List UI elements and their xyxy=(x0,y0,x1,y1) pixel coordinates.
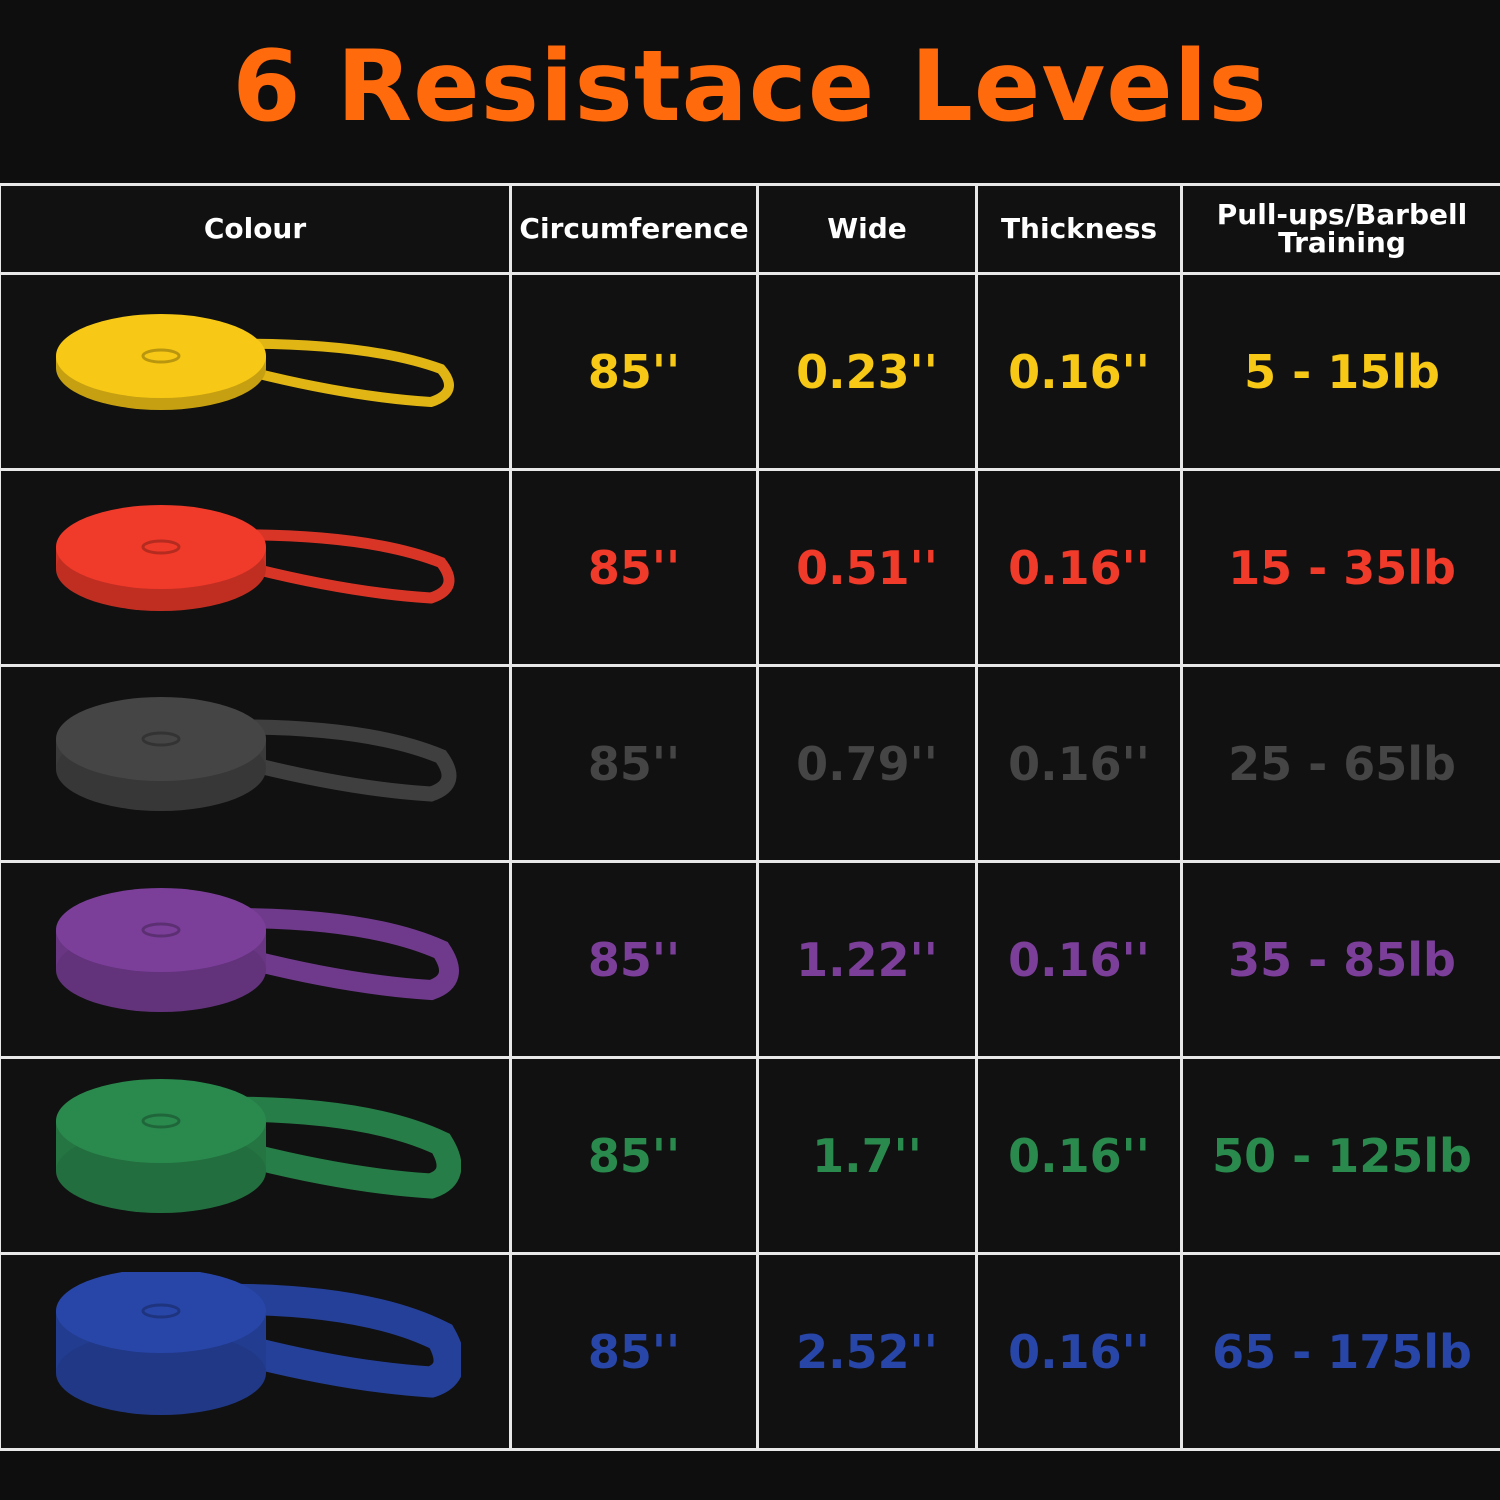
wide-value: 0.79'' xyxy=(756,664,978,863)
band-image-cell xyxy=(0,860,512,1059)
circumference-value: 85'' xyxy=(509,272,759,471)
page-title: 6 Resistace Levels xyxy=(232,30,1268,144)
purple-band-image xyxy=(56,887,459,1012)
resistance-value: 50 - 125lb xyxy=(1180,1056,1500,1255)
wide-value: 1.7'' xyxy=(756,1056,978,1255)
wide-value: 0.51'' xyxy=(756,468,978,667)
green-band-image xyxy=(56,1078,461,1213)
circumference-value: 85'' xyxy=(509,860,759,1059)
circumference-value: 85'' xyxy=(509,1252,759,1451)
resistance-value: 35 - 85lb xyxy=(1180,860,1500,1059)
black-band-image xyxy=(56,696,457,811)
thickness-value: 0.16'' xyxy=(975,1056,1183,1255)
table-row: 85'' 1.22'' 0.16'' 35 - 85lb xyxy=(0,860,1500,1059)
thickness-value: 0.16'' xyxy=(975,272,1183,471)
band-image-cell xyxy=(0,664,512,863)
wide-value: 0.23'' xyxy=(756,272,978,471)
header-resistance: Pull-ups/Barbell Training xyxy=(1180,183,1500,275)
table-row: 85'' 0.51'' 0.16'' 15 - 35lb xyxy=(0,468,1500,667)
resistance-value: 5 - 15lb xyxy=(1180,272,1500,471)
circumference-value: 85'' xyxy=(509,1056,759,1255)
thickness-value: 0.16'' xyxy=(975,860,1183,1059)
thickness-value: 0.16'' xyxy=(975,1252,1183,1451)
header-wide: Wide xyxy=(756,183,978,275)
header-row: Colour Circumference Wide Thickness Pull… xyxy=(0,183,1500,275)
resistance-table: Colour Circumference Wide Thickness Pull… xyxy=(0,183,1500,1451)
band-image-cell xyxy=(0,468,512,667)
resistance-value: 65 - 175lb xyxy=(1180,1252,1500,1451)
circumference-value: 85'' xyxy=(509,664,759,863)
resistance-value: 15 - 35lb xyxy=(1180,468,1500,667)
thickness-value: 0.16'' xyxy=(975,664,1183,863)
wide-value: 1.22'' xyxy=(756,860,978,1059)
yellow-band-image xyxy=(56,313,454,410)
band-image-cell xyxy=(0,272,512,471)
band-image-cell xyxy=(0,1056,512,1255)
table-row: 85'' 2.52'' 0.16'' 65 - 175lb xyxy=(0,1252,1500,1451)
table-row: 85'' 0.79'' 0.16'' 25 - 65lb xyxy=(0,664,1500,863)
resistance-value: 25 - 65lb xyxy=(1180,664,1500,863)
blue-band-image xyxy=(56,1271,461,1415)
table-row: 85'' 0.23'' 0.16'' 5 - 15lb xyxy=(0,272,1500,471)
header-thickness: Thickness xyxy=(975,183,1183,275)
header-circumference: Circumference xyxy=(509,183,759,275)
wide-value: 2.52'' xyxy=(756,1252,978,1451)
header-colour: Colour xyxy=(0,183,512,275)
circumference-value: 85'' xyxy=(509,468,759,667)
table-row: 85'' 1.7'' 0.16'' 50 - 125lb xyxy=(0,1056,1500,1255)
band-image-cell xyxy=(0,1252,512,1451)
red-band-image xyxy=(56,504,455,611)
thickness-value: 0.16'' xyxy=(975,468,1183,667)
